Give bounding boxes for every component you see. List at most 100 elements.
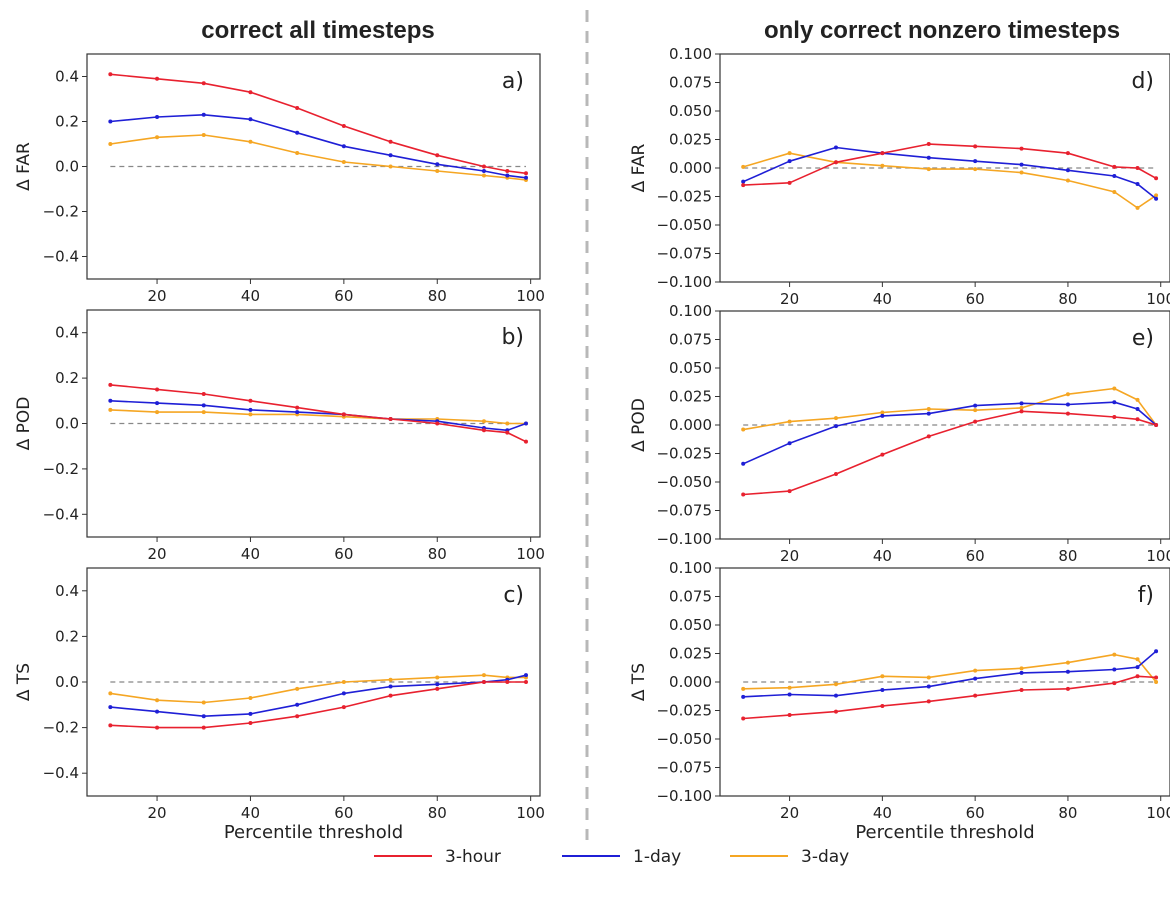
panel-e-series-3-hour-point xyxy=(880,452,885,457)
panel-e-series-1-day-point xyxy=(926,411,931,416)
panel-d-series-3-day-point xyxy=(926,167,931,172)
panel-a-series-1-day-point xyxy=(108,119,113,124)
panel-c-series-3-day-point xyxy=(481,673,486,678)
panel-f-series-3-day-point xyxy=(1065,660,1070,665)
panel-f-label: f) xyxy=(1138,583,1154,608)
panel-c-xtick-label: 60 xyxy=(334,804,353,822)
column-title-right: only correct nonzero timesteps xyxy=(764,17,1120,44)
panel-f-series-1-day-point xyxy=(880,687,885,692)
panel-f-xtick-label: 60 xyxy=(966,804,985,822)
panel-c-series-3-hour-line xyxy=(110,681,526,729)
panel-f-xtick-label: 80 xyxy=(1058,804,1077,822)
panel-f: −0.100 −0.075 −0.050 −0.025 0.000 0.025 0.050 0… xyxy=(629,559,1170,843)
panel-c-series-3-day-point xyxy=(155,698,160,703)
panel-f-xtick-label: 20 xyxy=(780,804,799,822)
panel-c-series-1-day-point xyxy=(388,684,393,689)
panel-b-series-3-hour-point xyxy=(295,405,300,410)
panel-d-series-3-hour-point xyxy=(1135,166,1140,170)
panel-c-series-3-hour-point xyxy=(341,705,346,710)
panel-e-series-3-day-line xyxy=(743,387,1157,431)
panel-c-series-3-hour-point xyxy=(201,725,206,730)
panel-c-ylabel: Δ TS xyxy=(14,663,34,701)
panel-f-series-1-day-point xyxy=(973,676,978,681)
panel-e-series-3-hour-point xyxy=(1019,409,1024,414)
panel-b-ytick-label: 0.0 xyxy=(55,415,79,433)
legend-label-1-day: 1-day xyxy=(633,847,681,867)
panel-e-xtick-label: 20 xyxy=(780,547,799,565)
panel-a-series-3-hour-point xyxy=(295,106,300,110)
panel-b-xtick-label: 80 xyxy=(428,545,447,563)
panel-e-label: e) xyxy=(1132,326,1154,351)
panel-f-series-3-day-point xyxy=(787,685,792,690)
panel-d-series-3-hour-line xyxy=(743,143,1157,186)
panel-f-xtick-label: 40 xyxy=(873,804,892,822)
panel-a-series-3-day-point xyxy=(248,139,253,144)
panel-b-series-1-day-point xyxy=(155,401,160,406)
panel-f-series-3-hour-point xyxy=(1065,686,1070,691)
panel-c-series-3-day-line xyxy=(110,674,526,704)
panel-a-series-1-day-point xyxy=(435,162,440,167)
panel-f-series-3-hour-point xyxy=(1019,687,1024,692)
panel-d-series-3-day-point xyxy=(741,164,746,169)
panel-a-ytick-label: −0.4 xyxy=(43,248,79,266)
panel-b-ytick-label: −0.4 xyxy=(43,505,79,523)
panel-f-series-3-day-point xyxy=(1112,652,1117,657)
panel-d-series-3-hour-point xyxy=(833,160,838,165)
panel-a-series-3-hour-point xyxy=(108,72,113,77)
panel-f-series-3-day-point xyxy=(973,668,978,673)
panel-a-series-1-day-point xyxy=(341,144,346,149)
panel-c-series-3-hour-point xyxy=(388,693,393,698)
panel-a-xtick-label: 60 xyxy=(334,287,353,305)
panel-a-series-3-hour-point xyxy=(248,90,253,95)
panel-e-series-3-day-point xyxy=(1019,405,1024,410)
panel-a-series-3-hour-point xyxy=(523,171,528,176)
panel-e-series-3-day-point xyxy=(741,427,746,432)
panel-f-series-3-hour-point xyxy=(926,699,931,704)
panel-c-series-3-day-point xyxy=(341,680,346,684)
panel-a-series-3-day-line xyxy=(110,134,527,181)
panel-d-xtick-label: 20 xyxy=(780,290,799,308)
panel-b-series-3-day-point xyxy=(481,419,486,424)
panel-b: −0.4 −0.2 0.0 0.2 0.4 20 40 60 80 100 b) Δ POD xyxy=(14,309,545,563)
panel-c-series-3-day-point xyxy=(248,695,253,700)
panel-b-series-1-day-point xyxy=(201,403,206,408)
panel-f-series-3-day-point xyxy=(1154,680,1159,684)
panel-d-series-3-hour-point xyxy=(1154,176,1159,181)
panel-e-ytick-label: −0.100 xyxy=(656,530,712,548)
panel-a-series-3-hour-point xyxy=(155,76,160,81)
panel-b-series-1-day-point xyxy=(248,407,253,412)
panel-f-series-1-day-point xyxy=(1112,667,1117,672)
panel-f-series-3-day-point xyxy=(1019,666,1024,671)
panel-e-series-3-day-point xyxy=(1112,386,1117,391)
panel-a-ytick-label: 0.0 xyxy=(55,158,79,176)
panel-e-series-3-hour-point xyxy=(741,492,746,497)
panel-e-ytick-label: 0.100 xyxy=(669,302,712,320)
panel-f-series-3-hour-point xyxy=(973,693,978,698)
panel-f-series-3-day-point xyxy=(1135,657,1140,662)
panel-b-series-3-hour-point xyxy=(248,398,253,403)
panel-d-ytick-label: 0.025 xyxy=(669,131,712,149)
panel-a-series-3-hour-point xyxy=(505,169,510,173)
panel-e-ytick-label: −0.050 xyxy=(656,473,712,491)
panel-a-series-1-day-point xyxy=(388,153,393,158)
panel-a-series-1-day-point xyxy=(155,115,160,119)
panel-d-xtick-label: 40 xyxy=(873,290,892,308)
panel-e-series-3-day-point xyxy=(926,407,931,412)
panel-c: −0.4 −0.2 0.0 0.2 0.4 20 40 60 80 100 c) Δ TS Percen… xyxy=(14,567,545,843)
panel-c-ytick-label: 0.4 xyxy=(55,582,79,600)
legend: 3-hour 1-day 3-day xyxy=(374,847,849,867)
panel-c-series-1-day-point xyxy=(108,705,113,710)
panel-a-series-1-day-point xyxy=(523,175,528,180)
panel-d-series-3-day-point xyxy=(1112,189,1117,194)
panel-c-series-3-day-point xyxy=(201,700,206,705)
panel-e: −0.100 −0.075 −0.050 −0.025 0.000 0.025 0.050 0… xyxy=(629,302,1170,565)
panel-f-ytick-label: 0.000 xyxy=(669,673,712,691)
panel-b-ylabel: Δ POD xyxy=(14,397,34,451)
panel-e-ytick-label: −0.025 xyxy=(656,445,712,463)
panel-e-series-3-hour-point xyxy=(973,419,978,424)
panel-f-ytick-label: −0.075 xyxy=(656,759,712,777)
panel-e-ytick-label: −0.075 xyxy=(656,502,712,520)
panel-a-xtick-label: 100 xyxy=(516,287,545,305)
